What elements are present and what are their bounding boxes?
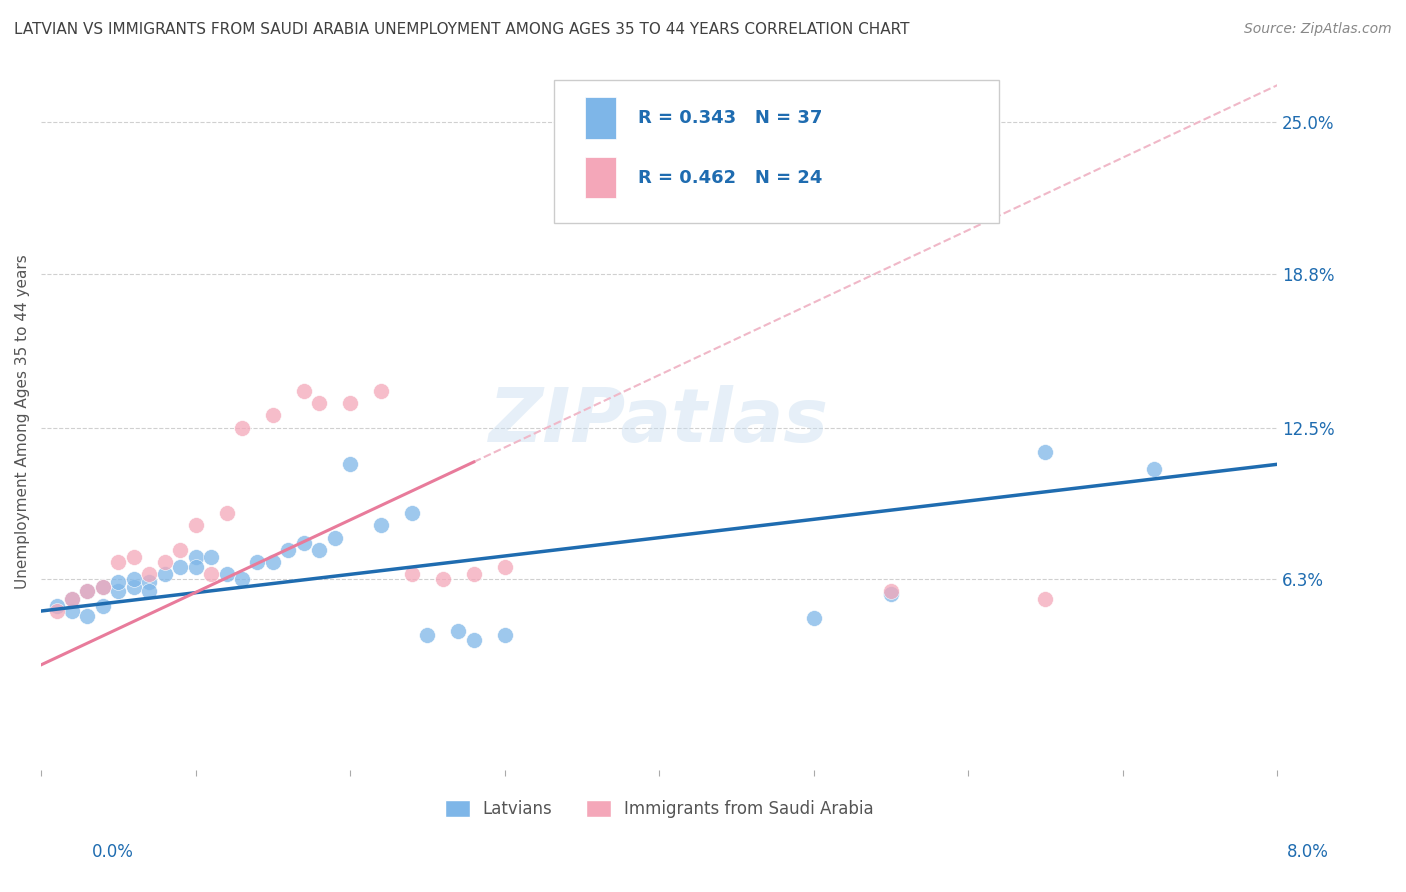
Point <box>447 624 470 638</box>
Point <box>184 560 207 574</box>
Point <box>370 518 392 533</box>
Point <box>91 599 114 614</box>
Point <box>463 633 485 648</box>
Text: 8.0%: 8.0% <box>1286 843 1329 861</box>
Text: ZIPatlas: ZIPatlas <box>489 385 830 458</box>
Point <box>416 628 439 642</box>
Point <box>76 584 98 599</box>
Point <box>153 555 176 569</box>
Point <box>432 572 454 586</box>
Point <box>184 518 207 533</box>
Point <box>153 567 176 582</box>
Point <box>122 550 145 565</box>
Point <box>169 542 191 557</box>
FancyBboxPatch shape <box>585 157 616 198</box>
Point <box>122 572 145 586</box>
Point <box>60 591 83 606</box>
Point <box>45 604 67 618</box>
Point <box>138 584 160 599</box>
Point <box>1035 591 1057 606</box>
Point <box>880 584 903 599</box>
Point <box>401 567 423 582</box>
Point <box>292 384 315 398</box>
Point <box>262 555 284 569</box>
Point <box>323 531 346 545</box>
Point <box>138 574 160 589</box>
Text: 0.0%: 0.0% <box>91 843 134 861</box>
Point <box>401 506 423 520</box>
Point <box>138 567 160 582</box>
Point <box>200 567 222 582</box>
Point <box>277 542 299 557</box>
Point <box>292 535 315 549</box>
Point <box>803 611 825 625</box>
Point <box>231 572 253 586</box>
Point <box>215 567 238 582</box>
Text: Source: ZipAtlas.com: Source: ZipAtlas.com <box>1244 22 1392 37</box>
FancyBboxPatch shape <box>585 97 616 139</box>
Point <box>169 560 191 574</box>
Point <box>231 420 253 434</box>
Point <box>308 542 330 557</box>
Point <box>76 608 98 623</box>
Point <box>91 580 114 594</box>
Point <box>339 396 361 410</box>
Point <box>91 580 114 594</box>
Point <box>246 555 269 569</box>
Point <box>463 567 485 582</box>
Point <box>76 584 98 599</box>
Point <box>184 550 207 565</box>
FancyBboxPatch shape <box>554 80 1000 223</box>
Point <box>339 458 361 472</box>
Point <box>215 506 238 520</box>
Text: LATVIAN VS IMMIGRANTS FROM SAUDI ARABIA UNEMPLOYMENT AMONG AGES 35 TO 44 YEARS C: LATVIAN VS IMMIGRANTS FROM SAUDI ARABIA … <box>14 22 910 37</box>
Point <box>494 628 516 642</box>
Y-axis label: Unemployment Among Ages 35 to 44 years: Unemployment Among Ages 35 to 44 years <box>15 254 30 589</box>
Point <box>1143 462 1166 476</box>
Point <box>122 580 145 594</box>
Point <box>60 604 83 618</box>
Point <box>262 409 284 423</box>
Legend: Latvians, Immigrants from Saudi Arabia: Latvians, Immigrants from Saudi Arabia <box>437 793 880 824</box>
Point <box>1035 445 1057 459</box>
Point <box>60 591 83 606</box>
Text: R = 0.343   N = 37: R = 0.343 N = 37 <box>638 110 823 128</box>
Point <box>45 599 67 614</box>
Point <box>107 555 129 569</box>
Point <box>107 584 129 599</box>
Point <box>200 550 222 565</box>
Point <box>370 384 392 398</box>
Point <box>107 574 129 589</box>
Text: R = 0.462   N = 24: R = 0.462 N = 24 <box>638 169 823 186</box>
Point <box>880 587 903 601</box>
Point <box>494 560 516 574</box>
Point <box>308 396 330 410</box>
